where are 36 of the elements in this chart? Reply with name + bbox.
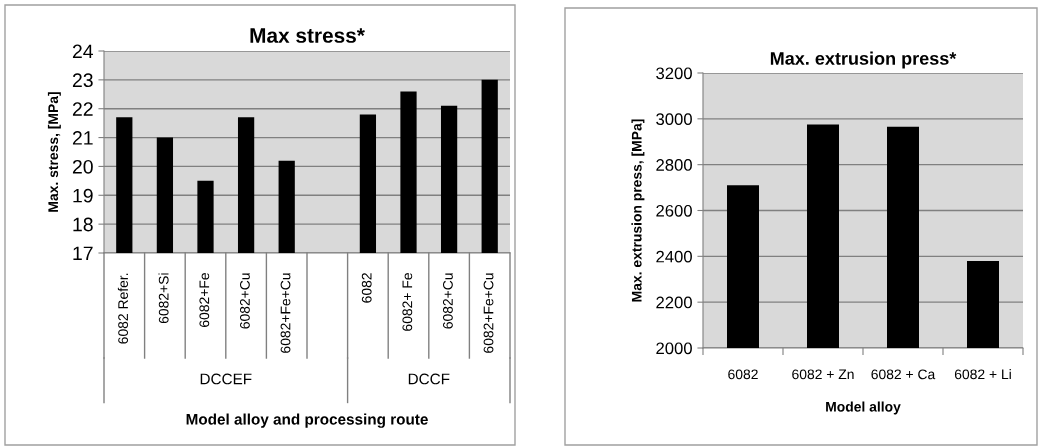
y-tick-label: 21 — [72, 131, 93, 145]
y-tick-label: 2800 — [656, 159, 692, 171]
y-tick-label: 2400 — [656, 250, 692, 263]
text: DCCEF — [200, 373, 252, 385]
y-tick-label: 2000 — [656, 342, 692, 355]
y-tick-label: 22 — [72, 102, 93, 116]
y-tick-label: 2600 — [656, 204, 692, 217]
x-axis-title: Model alloy and processing route — [186, 413, 428, 428]
x-tick-label: 6082 + Li — [954, 369, 1011, 380]
x-tick-label: 6082 — [361, 273, 372, 303]
y-tick-label: 23 — [72, 73, 93, 88]
y-axis-title: Max. extrusion press, [MPa] — [631, 119, 645, 302]
x-tick-label: 6082+Cu — [239, 273, 250, 329]
x-tick-label: 6082 + Zn — [792, 369, 854, 380]
x-tick-label: 6082+ Fe — [402, 273, 413, 331]
y-tick-label: 17 — [73, 246, 93, 261]
x-tick-label: 6082+Fe+Cu — [280, 273, 291, 353]
y-tick-label: 20 — [72, 159, 93, 174]
chart-title: Max stress* — [250, 28, 365, 43]
x-tick-label: 6082 + Ca — [871, 369, 936, 380]
x-tick-label: 6082 Refer. — [117, 273, 129, 344]
y-tick-label: 24 — [72, 44, 94, 59]
chart-title: Max. extrusion press* — [770, 51, 957, 69]
x-tick-label: 6082+Cu — [442, 273, 453, 329]
x-tick-label: 6082 — [728, 369, 758, 380]
y-axis-title: Max. stress, [MPa] — [47, 92, 61, 212]
y-tick-label: 2200 — [656, 296, 692, 309]
x-axis-title: Model alloy — [826, 401, 901, 415]
x-tick-label: 6082+Fe — [199, 273, 210, 327]
x-tick-label: 6082+Si — [158, 273, 169, 324]
y-tick-label: 3000 — [656, 113, 692, 126]
x-tick-label: 6082+Fe+Cu — [483, 273, 494, 353]
y-tick-label: 19 — [73, 188, 93, 203]
y-tick-label: 3200 — [656, 67, 692, 80]
y-tick-label: 18 — [73, 217, 93, 232]
text: DCCF — [408, 373, 450, 385]
